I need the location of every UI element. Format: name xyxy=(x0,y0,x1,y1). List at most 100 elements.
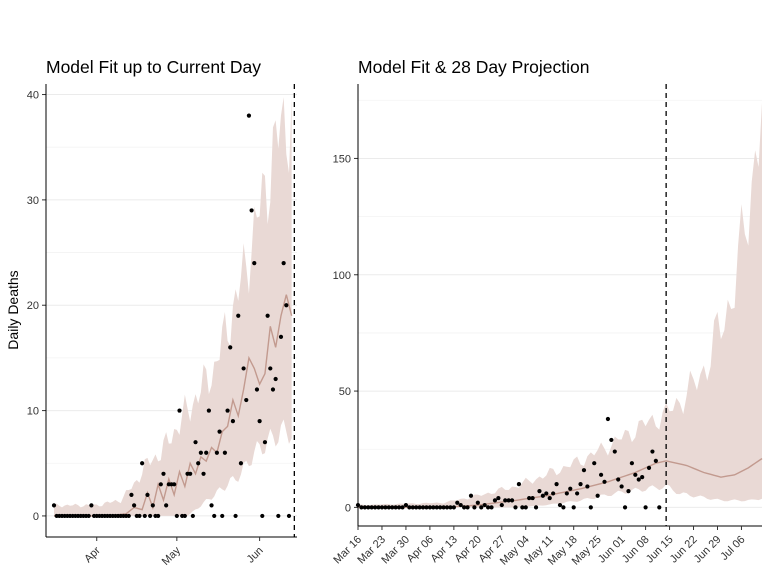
left-observed-point xyxy=(177,408,182,413)
left-observed-point xyxy=(150,503,155,508)
left-observed-point xyxy=(201,471,206,476)
right-observed-point xyxy=(396,505,402,510)
left-observed-point xyxy=(273,376,278,382)
right-observed-point xyxy=(629,461,634,466)
right-observed-point xyxy=(626,489,631,494)
right-y-tick-label: 100 xyxy=(333,270,351,282)
right-observed-point xyxy=(640,475,645,480)
left-observed-point xyxy=(225,408,230,413)
left-observed-point xyxy=(204,450,209,455)
left-observed-point xyxy=(238,461,244,466)
right-observed-point xyxy=(575,491,580,496)
left-observed-point xyxy=(241,366,246,371)
left-observed-point xyxy=(276,513,281,519)
right-observed-point xyxy=(503,498,508,503)
left-observed-point xyxy=(249,208,254,213)
left-observed-point xyxy=(236,313,241,318)
right-observed-point xyxy=(376,505,381,510)
right-observed-point xyxy=(650,449,655,454)
left-observed-point xyxy=(268,366,273,371)
right-observed-point xyxy=(547,495,552,501)
right-observed-point xyxy=(633,472,638,477)
right-observed-point xyxy=(612,449,617,454)
left-observed-point xyxy=(281,260,286,266)
left-y-tick-label: 20 xyxy=(27,300,39,312)
right-observed-point xyxy=(557,502,563,508)
right-observed-point xyxy=(592,461,597,466)
right-observed-point xyxy=(568,486,573,491)
right-observed-point xyxy=(520,505,525,510)
right-observed-point xyxy=(516,482,522,487)
right-observed-point xyxy=(403,502,409,508)
right-observed-point xyxy=(533,505,539,510)
left-observed-point xyxy=(126,513,131,519)
right-observed-point xyxy=(438,505,443,510)
left-observed-point xyxy=(233,513,238,519)
right-observed-point xyxy=(383,505,388,510)
left-observed-point xyxy=(196,461,201,466)
left-observed-point xyxy=(284,303,289,308)
right-observed-point xyxy=(605,416,611,422)
right-observed-point xyxy=(455,500,460,505)
left-observed-point xyxy=(156,513,161,519)
right-observed-point xyxy=(479,505,484,510)
right-observed-point xyxy=(513,505,518,510)
left-x-tick-label: Apr xyxy=(82,544,103,565)
right-observed-point xyxy=(585,484,590,489)
left-observed-point xyxy=(252,260,257,266)
left-observed-point xyxy=(244,397,249,403)
right-observed-point xyxy=(472,505,477,510)
left-y-tick-label: 10 xyxy=(27,406,39,418)
right-observed-point xyxy=(393,505,398,510)
left-observed-point xyxy=(278,334,284,339)
left-observed-point xyxy=(148,513,153,519)
right-observed-point xyxy=(451,505,456,510)
left-observed-point xyxy=(206,408,211,413)
right-observed-point xyxy=(427,505,432,510)
left-observed-point xyxy=(214,450,219,455)
right-observed-point xyxy=(588,505,593,510)
right-observed-point xyxy=(496,495,501,501)
right-observed-point xyxy=(544,491,549,496)
right-observed-point xyxy=(595,493,600,498)
left-observed-point xyxy=(51,503,57,508)
right-observed-point xyxy=(386,505,391,510)
left-observed-point xyxy=(182,513,187,519)
right-observed-point xyxy=(444,505,450,510)
right-observed-point xyxy=(414,505,419,510)
right-observed-point xyxy=(366,505,371,510)
left-observed-point xyxy=(172,482,177,487)
left-chart-panel: 0 10 20 30 40 Apr May Jun xyxy=(27,84,297,568)
left-observed-point xyxy=(142,513,147,519)
left-observed-point xyxy=(89,503,94,508)
right-observed-point xyxy=(468,493,474,498)
right-observed-point xyxy=(458,502,463,508)
left-observed-point xyxy=(129,492,134,497)
right-observed-point xyxy=(643,505,648,510)
right-observed-point xyxy=(390,505,395,510)
left-observed-point xyxy=(190,513,195,519)
right-observed-point xyxy=(489,505,494,510)
right-x-tick-label: Jul 06 xyxy=(718,534,747,563)
right-observed-point xyxy=(373,505,378,510)
right-y-tick-label: 150 xyxy=(333,153,351,165)
left-observed-point xyxy=(86,513,91,519)
left-credible-interval-ribbon xyxy=(54,97,292,516)
left-observed-point xyxy=(174,513,179,519)
left-observed-point xyxy=(164,503,169,508)
left-y-tick-label: 30 xyxy=(27,195,39,207)
right-observed-point xyxy=(540,493,545,498)
left-observed-point xyxy=(222,450,228,455)
left-observed-point xyxy=(188,471,193,476)
right-observed-point xyxy=(571,505,576,510)
left-observed-point xyxy=(220,513,225,519)
right-observed-point xyxy=(537,489,542,494)
right-observed-point xyxy=(598,472,604,477)
left-x-tick-label: Jun xyxy=(245,545,266,566)
left-observed-point xyxy=(193,440,198,445)
right-observed-point xyxy=(530,495,535,501)
right-observed-point xyxy=(506,498,511,503)
left-chart-title: Model Fit up to Current Day xyxy=(46,57,261,77)
right-observed-point xyxy=(417,505,422,510)
